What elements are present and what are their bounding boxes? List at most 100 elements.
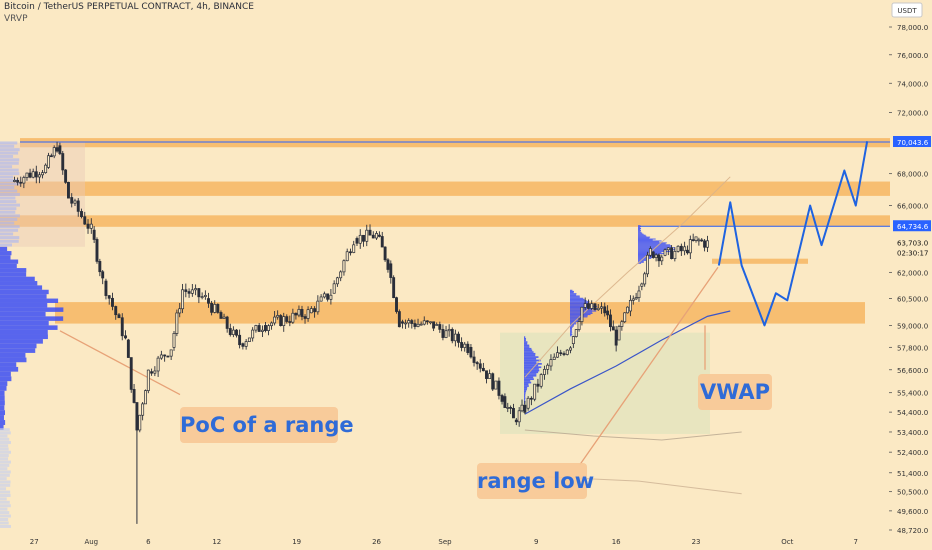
volume-profile-bar <box>0 189 18 193</box>
volume-profile-layer <box>0 141 675 528</box>
time-tick-label: 16 <box>612 538 621 546</box>
volume-profile-bar <box>0 441 11 445</box>
volume-profile-bar <box>0 376 12 382</box>
candle-body <box>306 309 310 319</box>
candle-body <box>25 172 29 178</box>
candle-body <box>329 294 333 300</box>
candle-body <box>64 169 68 183</box>
candle-body <box>419 323 423 326</box>
volume-profile-bar <box>570 328 573 330</box>
volume-profile-bar <box>524 373 537 375</box>
candle-body <box>637 290 641 298</box>
candle-body <box>117 314 121 319</box>
volume-profile-bar <box>0 307 64 312</box>
indicator-label[interactable]: VRVP <box>4 14 28 24</box>
candle-body <box>297 309 301 316</box>
volume-profile-bar <box>0 276 35 282</box>
volume-profile-bar <box>638 233 644 235</box>
candle-body <box>159 354 163 359</box>
volume-profile-bar <box>0 316 64 321</box>
projection-layer <box>717 140 869 327</box>
volume-profile-bar <box>0 329 48 335</box>
volume-profile-bar <box>638 245 672 247</box>
time-axis <box>0 532 890 550</box>
volume-profile-bar <box>570 330 572 332</box>
volume-profile-bar <box>570 335 572 337</box>
volume-profile-bar <box>0 487 7 491</box>
candle-body <box>141 403 145 416</box>
volume-profile-bar <box>0 507 8 511</box>
volume-profile-bar <box>0 289 49 295</box>
time-tick-label: 26 <box>372 538 381 546</box>
candle-body <box>614 329 618 346</box>
volume-profile-bar <box>524 351 534 353</box>
candle-body <box>623 312 627 323</box>
volume-profile-bar <box>0 497 7 501</box>
volume-profile-bar <box>0 348 36 353</box>
candle-body <box>556 352 559 358</box>
candle-body <box>673 251 677 259</box>
volume-profile-bar <box>0 325 58 330</box>
volume-profile-bar <box>570 313 591 316</box>
candle-body <box>447 329 451 332</box>
candle-body <box>80 211 83 217</box>
volume-profile-bar <box>0 228 19 232</box>
candle-body <box>13 180 16 182</box>
volume-profile-bar <box>570 323 577 325</box>
candle-body <box>276 315 280 318</box>
volume-profile-bar <box>524 374 537 377</box>
candle-body <box>469 346 473 358</box>
candle-body <box>279 315 283 326</box>
volume-profile-bar <box>524 357 537 360</box>
volume-profile-bar <box>524 376 534 379</box>
candle-body <box>365 229 369 242</box>
volume-profile-bar <box>570 329 573 331</box>
volume-profile-bar <box>0 151 19 155</box>
volume-profile-bar <box>0 467 8 471</box>
candle-body <box>631 298 635 301</box>
symbol-title[interactable]: Bitcoin / TetherUS PERPETUAL CONTRACT, 4… <box>4 2 254 12</box>
candle-body <box>422 320 426 325</box>
volume-profile-bar <box>638 261 644 263</box>
candle-body <box>546 364 550 370</box>
volume-profile-bar <box>0 457 9 461</box>
price-tick-label: 52,400.0 <box>897 449 928 457</box>
candle-body <box>114 306 118 316</box>
candle-body <box>444 330 448 338</box>
currency-box <box>891 2 923 18</box>
volume-profile-bar <box>570 305 598 307</box>
candle-body <box>441 329 445 338</box>
candle-body <box>58 145 62 154</box>
volume-profile-bar <box>524 361 537 363</box>
candle-body <box>111 297 114 307</box>
volume-profile-bar <box>0 232 14 236</box>
volume-profile-bar <box>0 514 11 518</box>
candle-body <box>383 246 387 261</box>
candle-body <box>375 233 378 239</box>
candle-body <box>294 312 298 316</box>
candle-body <box>463 343 467 348</box>
candle-body <box>380 236 384 248</box>
volume-profile-bar <box>524 385 529 387</box>
candle-body <box>404 322 408 325</box>
candle-body <box>126 339 130 358</box>
volume-profile-bar <box>524 390 527 393</box>
volume-profile-bar <box>524 336 526 338</box>
volume-profile-bar <box>0 311 46 317</box>
volume-profile-bar <box>524 347 532 350</box>
volume-profile-bar <box>638 234 646 236</box>
candle-body <box>410 320 414 324</box>
candle-body <box>670 247 674 259</box>
volume-profile-bar <box>570 301 590 303</box>
volume-profile-bar <box>524 388 527 391</box>
volume-profile-bar <box>570 332 572 334</box>
candle-body <box>533 383 537 400</box>
volume-profile-bar <box>0 320 49 326</box>
volume-profile-bar <box>638 230 641 232</box>
candle-body <box>181 289 185 310</box>
volume-profile-bar <box>638 240 662 242</box>
candle-body <box>488 373 492 379</box>
candle-body <box>86 223 90 229</box>
